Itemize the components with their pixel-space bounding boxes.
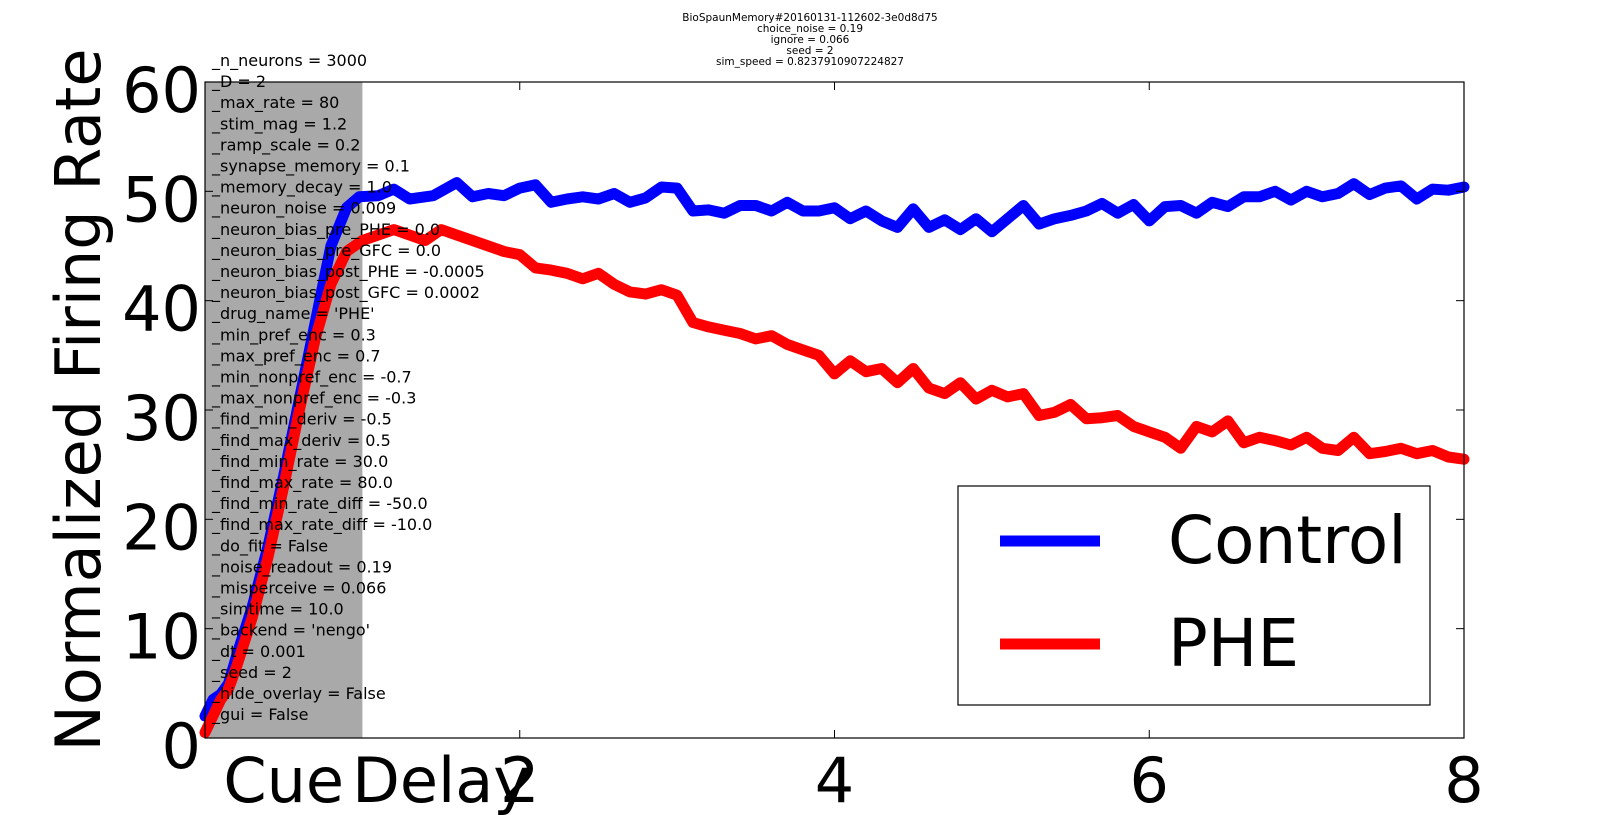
overlay-param-text: _misperceive = 0.066 [211, 579, 386, 599]
overlay-param-text: _neuron_bias_pre_GFC = 0.0 [211, 241, 441, 261]
overlay-param-text: _memory_decay = 1.0 [211, 178, 392, 198]
y-tick-label: 60 [122, 54, 201, 127]
x-tick-label: 8 [1444, 744, 1483, 815]
overlay-param-text: _backend = 'nengo' [211, 621, 370, 641]
figure-header-line: ignore = 0.066 [770, 34, 850, 46]
overlay-param-text: _find_max_rate = 80.0 [211, 473, 393, 493]
legend-label-control: Control [1168, 502, 1407, 579]
legend-label-phe: PHE [1168, 605, 1299, 682]
overlay-param-text: _dt = 0.001 [211, 642, 306, 662]
overlay-param-text: _hide_overlay = False [211, 684, 386, 704]
overlay-param-text: _min_pref_enc = 0.3 [211, 325, 376, 345]
x-tick-label: 4 [815, 744, 854, 815]
figure-header-line: seed = 2 [786, 45, 834, 57]
overlay-param-text: _gui = False [211, 705, 308, 725]
overlay-param-text: _noise_readout = 0.19 [211, 557, 392, 577]
overlay-param-text: _synapse_memory = 0.1 [211, 157, 410, 177]
legend-box [957, 485, 1431, 706]
y-tick-label: 30 [122, 382, 201, 455]
overlay-param-text: _do_fit = False [211, 536, 328, 556]
overlay-param-text: _drug_name = 'PHE' [211, 304, 375, 324]
x-tick-label: Cue [223, 744, 344, 815]
figure-header-line: choice_noise = 0.19 [756, 23, 864, 35]
figure-header-line: BioSpaunMemory#20160131-112602-3e0d8d75 [682, 12, 938, 24]
x-tick-label: 2 [500, 744, 539, 815]
x-tick-label: 6 [1130, 744, 1169, 815]
series-line-phe [199, 224, 1470, 738]
series-line-control [199, 177, 1470, 722]
overlay-param-text: _max_rate = 80 [211, 93, 339, 113]
figure-header-line: sim_speed = 0.8237910907224827 [716, 56, 904, 68]
overlay-param-text: _find_min_deriv = -0.5 [211, 410, 392, 430]
overlay-param-text: _max_nonpref_enc = -0.3 [211, 389, 416, 409]
overlay-param-text: _neuron_bias_post_PHE = -0.0005 [211, 262, 485, 282]
overlay-param-text: _max_pref_enc = 0.7 [211, 346, 381, 366]
y-axis-label: Normalized Firing Rate [42, 49, 115, 752]
overlay-param-text: _neuron_bias_pre_PHE = 0.0 [211, 220, 440, 240]
overlay-param-text: _n_neurons = 3000 [211, 51, 367, 71]
overlay-param-text: _find_min_rate_diff = -50.0 [211, 494, 428, 514]
y-tick-label: 10 [122, 601, 201, 674]
overlay-param-text: _min_nonpref_enc = -0.7 [211, 368, 412, 388]
overlay-param-text: _find_min_rate = 30.0 [211, 452, 388, 472]
y-tick-label: 50 [122, 163, 201, 236]
cue-shaded-region [205, 82, 363, 738]
y-tick-label: 0 [162, 710, 201, 783]
overlay-param-text: _seed = 2 [211, 663, 292, 683]
overlay-param-text: _find_max_deriv = 0.5 [211, 431, 391, 451]
y-tick-label: 20 [122, 491, 201, 564]
y-tick-label: 40 [122, 273, 201, 346]
overlay-param-text: _simtime = 10.0 [211, 600, 344, 620]
x-tick-label: Delay [352, 744, 530, 815]
overlay-param-text: _neuron_noise = 0.009 [211, 199, 396, 219]
overlay-param-text: _find_max_rate_diff = -10.0 [211, 515, 432, 535]
overlay-param-text: _ramp_scale = 0.2 [211, 135, 360, 155]
overlay-param-text: _neuron_bias_post_GFC = 0.0002 [211, 283, 480, 303]
overlay-param-text: _stim_mag = 1.2 [211, 114, 347, 134]
